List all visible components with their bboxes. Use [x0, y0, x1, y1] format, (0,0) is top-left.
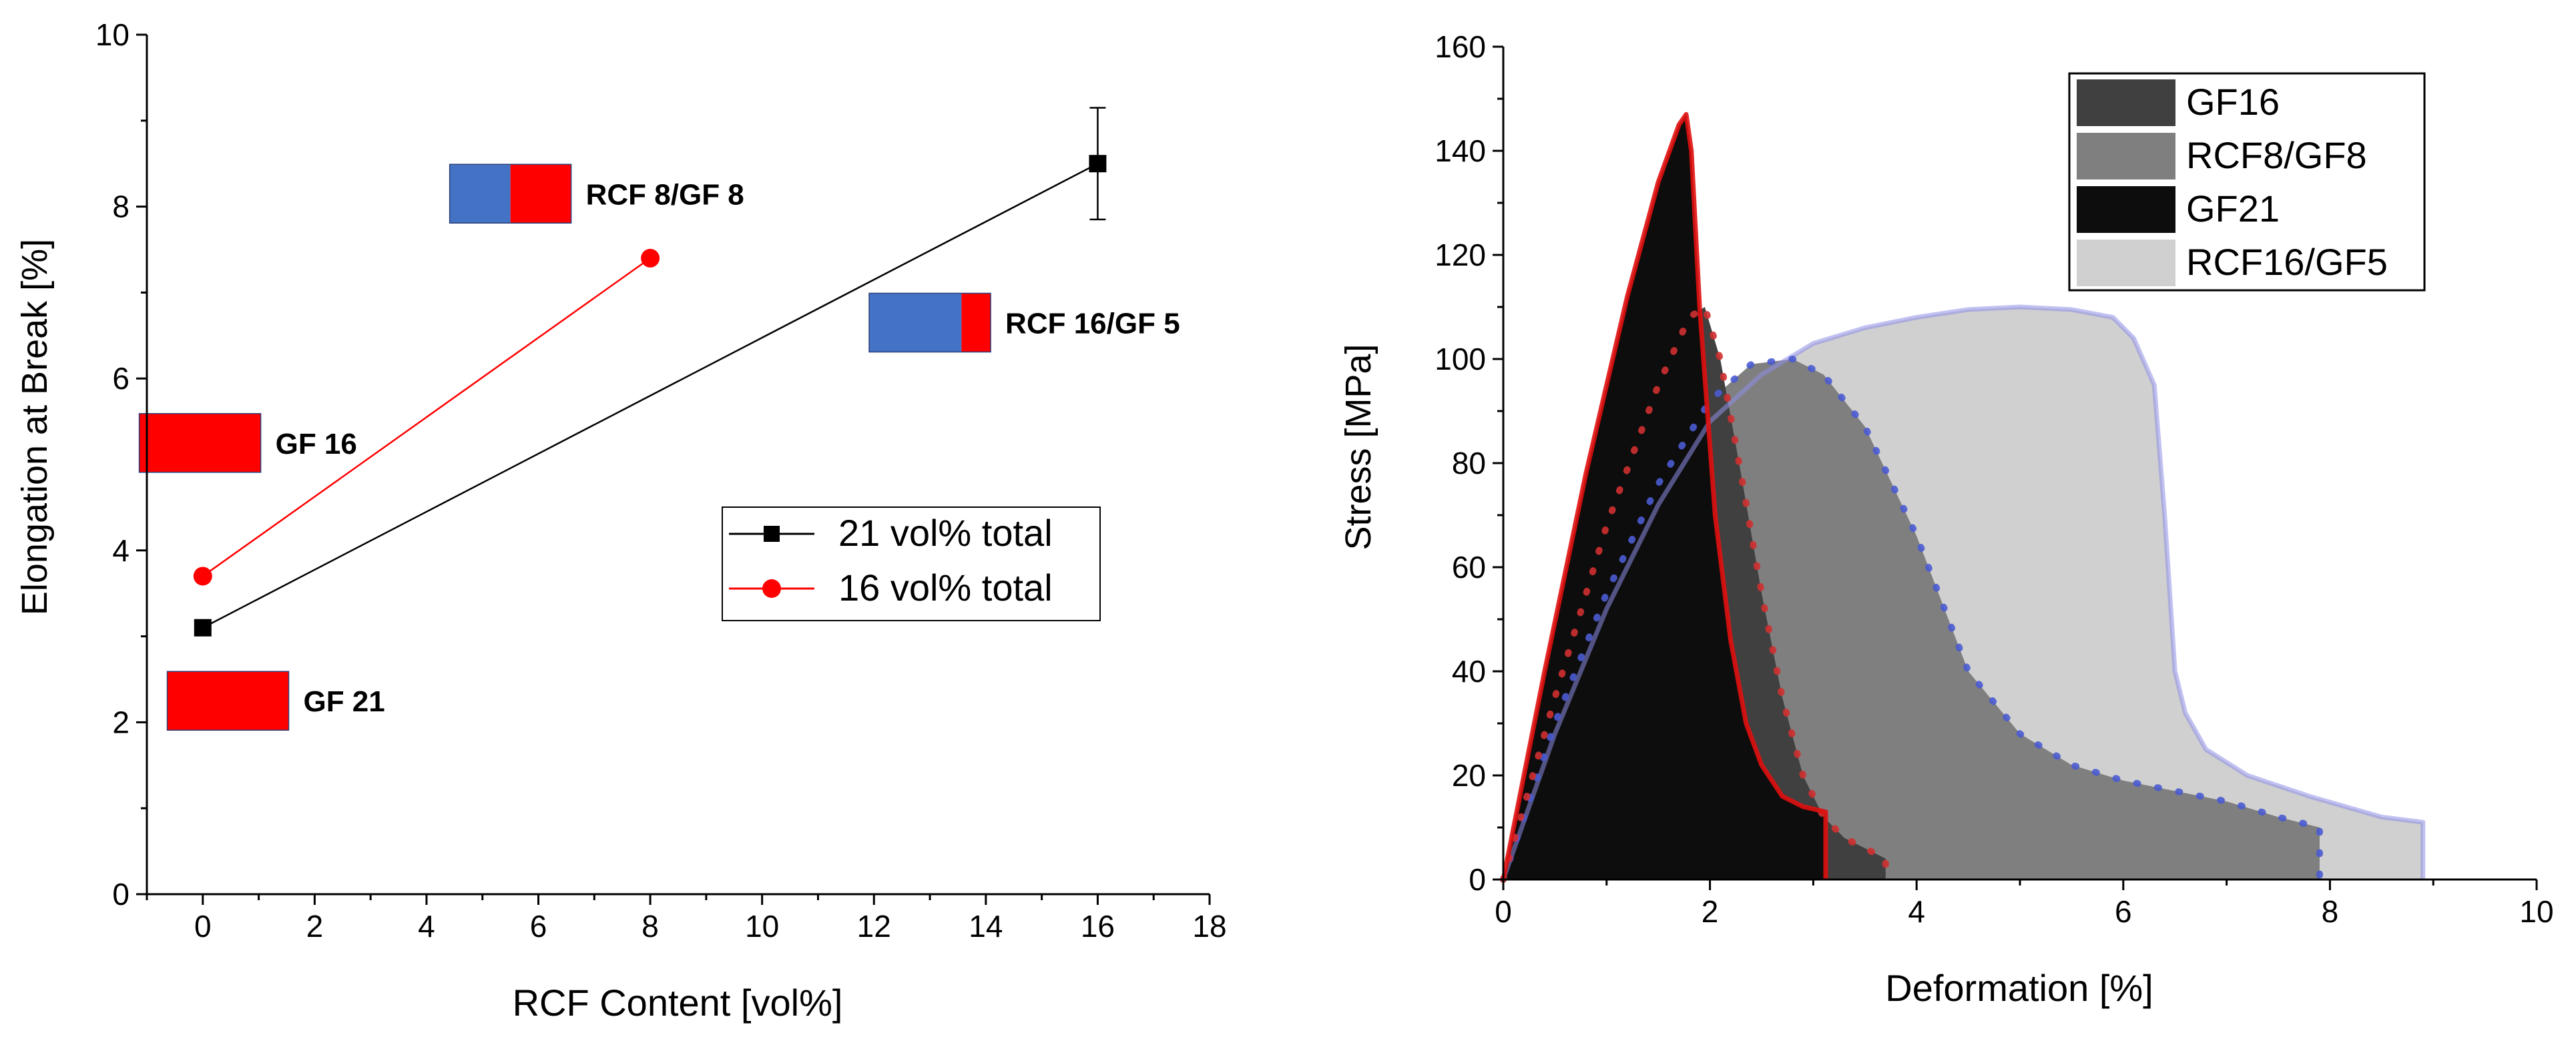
- left-legend-box: [722, 506, 1101, 621]
- right-x-tick-label: 8: [2322, 894, 2339, 929]
- left-x-tick-label: 0: [194, 909, 212, 944]
- series-line-16-vol-total: [202, 257, 651, 577]
- annotation-rcf-8-gf-8: RCF 8/GF 8: [586, 178, 744, 211]
- outline-gf16: [1500, 304, 1889, 883]
- left-axes: [146, 35, 1210, 896]
- outline-rcf16-gf5: [1501, 304, 2426, 881]
- right-x-tick-label: 4: [1908, 894, 1925, 929]
- left-x-tick-label: 2: [306, 909, 324, 944]
- data-point-21-vol-total: [194, 619, 212, 637]
- chart-right: Stress [MPa] Deformation [%] 0 2 4 6 8 100204…: [1338, 29, 2554, 1009]
- composition-bar-rcf: [449, 164, 511, 224]
- legend-label-gf21: GF21: [2186, 188, 2280, 230]
- right-legend: GF16 RCF8/GF8 GF21 RCF16/GF5: [2068, 72, 2426, 292]
- left-legend: 21 vol% total 16 vol% total: [722, 506, 1101, 621]
- legend-swatch-gf21: [2075, 185, 2177, 234]
- right-x-tick-label: 6: [2115, 894, 2132, 929]
- legend-label-16: 16 vol% total: [838, 567, 1053, 609]
- composition-bar-outline: [166, 671, 290, 731]
- legend-label-rcf8-gf8: RCF8/GF8: [2186, 134, 2367, 176]
- left-x-tick-label: 12: [857, 909, 891, 944]
- right-x-tick-label: 2: [1702, 894, 1719, 929]
- composition-bar-rcf: [869, 293, 962, 352]
- right-y-tick-label: 80: [1452, 446, 1486, 480]
- left-ticks: 0 2 4 6 8 10 12 14 16 18 0 2 4 6 8 10: [95, 17, 1227, 944]
- left-series: [193, 107, 1107, 637]
- right-axes: [1502, 47, 2537, 881]
- composition-bar-outline: [138, 413, 262, 473]
- right-y-axis-label: Stress [MPa]: [1338, 344, 1378, 550]
- legend-marker-21: [764, 526, 780, 542]
- right-y-tick-label: 60: [1452, 550, 1486, 585]
- data-point-21-vol-total: [1089, 155, 1107, 173]
- right-y-tick-label: 160: [1435, 29, 1486, 64]
- series-line-21-vol-total: [202, 163, 1098, 629]
- right-x-tick-label: 0: [1495, 894, 1512, 929]
- annotation-rcf-16-gf-5: RCF 16/GF 5: [1005, 307, 1180, 340]
- left-y-tick-label: 2: [112, 705, 130, 739]
- right-y-tick-label: 0: [1469, 862, 1486, 897]
- legend-marker-16: [762, 579, 781, 598]
- right-x-axis-label: Deformation [%]: [1885, 967, 2153, 1009]
- right-series: [1500, 111, 2426, 883]
- left-x-tick-label: 18: [1192, 909, 1226, 944]
- left-y-tick-label: 8: [112, 190, 130, 224]
- left-y-tick-label: 10: [95, 17, 130, 52]
- legend-label-21: 21 vol% total: [838, 512, 1053, 554]
- data-point-16-vol-total: [193, 567, 212, 586]
- composition-bar-outline: [868, 292, 991, 353]
- right-y-tick-label: 100: [1435, 342, 1486, 376]
- left-x-tick-label: 6: [530, 909, 547, 944]
- left-annotations: RCF 8/GF 8 RCF 16/GF 5 GF 16 GF 21: [138, 163, 1180, 731]
- left-x-tick-label: 16: [1081, 909, 1115, 944]
- left-x-tick-label: 14: [969, 909, 1003, 944]
- data-point-16-vol-total: [641, 248, 660, 268]
- legend-swatch-rcf16-gf5: [2075, 238, 2177, 288]
- composition-bar-gf: [139, 413, 261, 472]
- legend-swatch-gf16: [2075, 78, 2177, 127]
- right-y-tick-label: 40: [1452, 654, 1486, 689]
- composition-bar-outline: [449, 163, 572, 224]
- legend-label-gf16: GF16: [2186, 81, 2280, 123]
- left-y-axis-label: Elongation at Break [%]: [15, 239, 55, 615]
- annotation-gf-16: GF 16: [276, 428, 357, 460]
- left-y-tick-label: 6: [112, 361, 130, 396]
- composition-bar-gf: [961, 293, 991, 352]
- left-x-tick-label: 4: [418, 909, 435, 944]
- legend-label-rcf16-gf5: RCF16/GF5: [2186, 241, 2388, 283]
- chart-left: Elongation at Break [%] RCF Content [vol…: [15, 17, 1227, 1024]
- legend-swatch-rcf8-gf8: [2075, 131, 2177, 181]
- left-y-tick-label: 4: [112, 533, 130, 568]
- outline-gf21: [1501, 111, 1828, 880]
- right-x-tick-label: 10: [2519, 894, 2553, 929]
- left-x-tick-label: 8: [641, 909, 659, 944]
- outline-rcf8-gf8: [1500, 356, 2323, 883]
- right-y-tick-label: 20: [1452, 758, 1486, 793]
- right-y-tick-label: 120: [1435, 238, 1486, 272]
- left-x-tick-label: 10: [745, 909, 779, 944]
- left-y-tick-label: 0: [112, 877, 130, 912]
- composition-bar-gf: [167, 671, 289, 731]
- annotation-gf-21: GF 21: [303, 685, 384, 718]
- right-y-tick-label: 140: [1435, 133, 1486, 168]
- left-x-axis-label: RCF Content [vol%]: [513, 982, 843, 1024]
- composition-bar-gf: [510, 164, 571, 224]
